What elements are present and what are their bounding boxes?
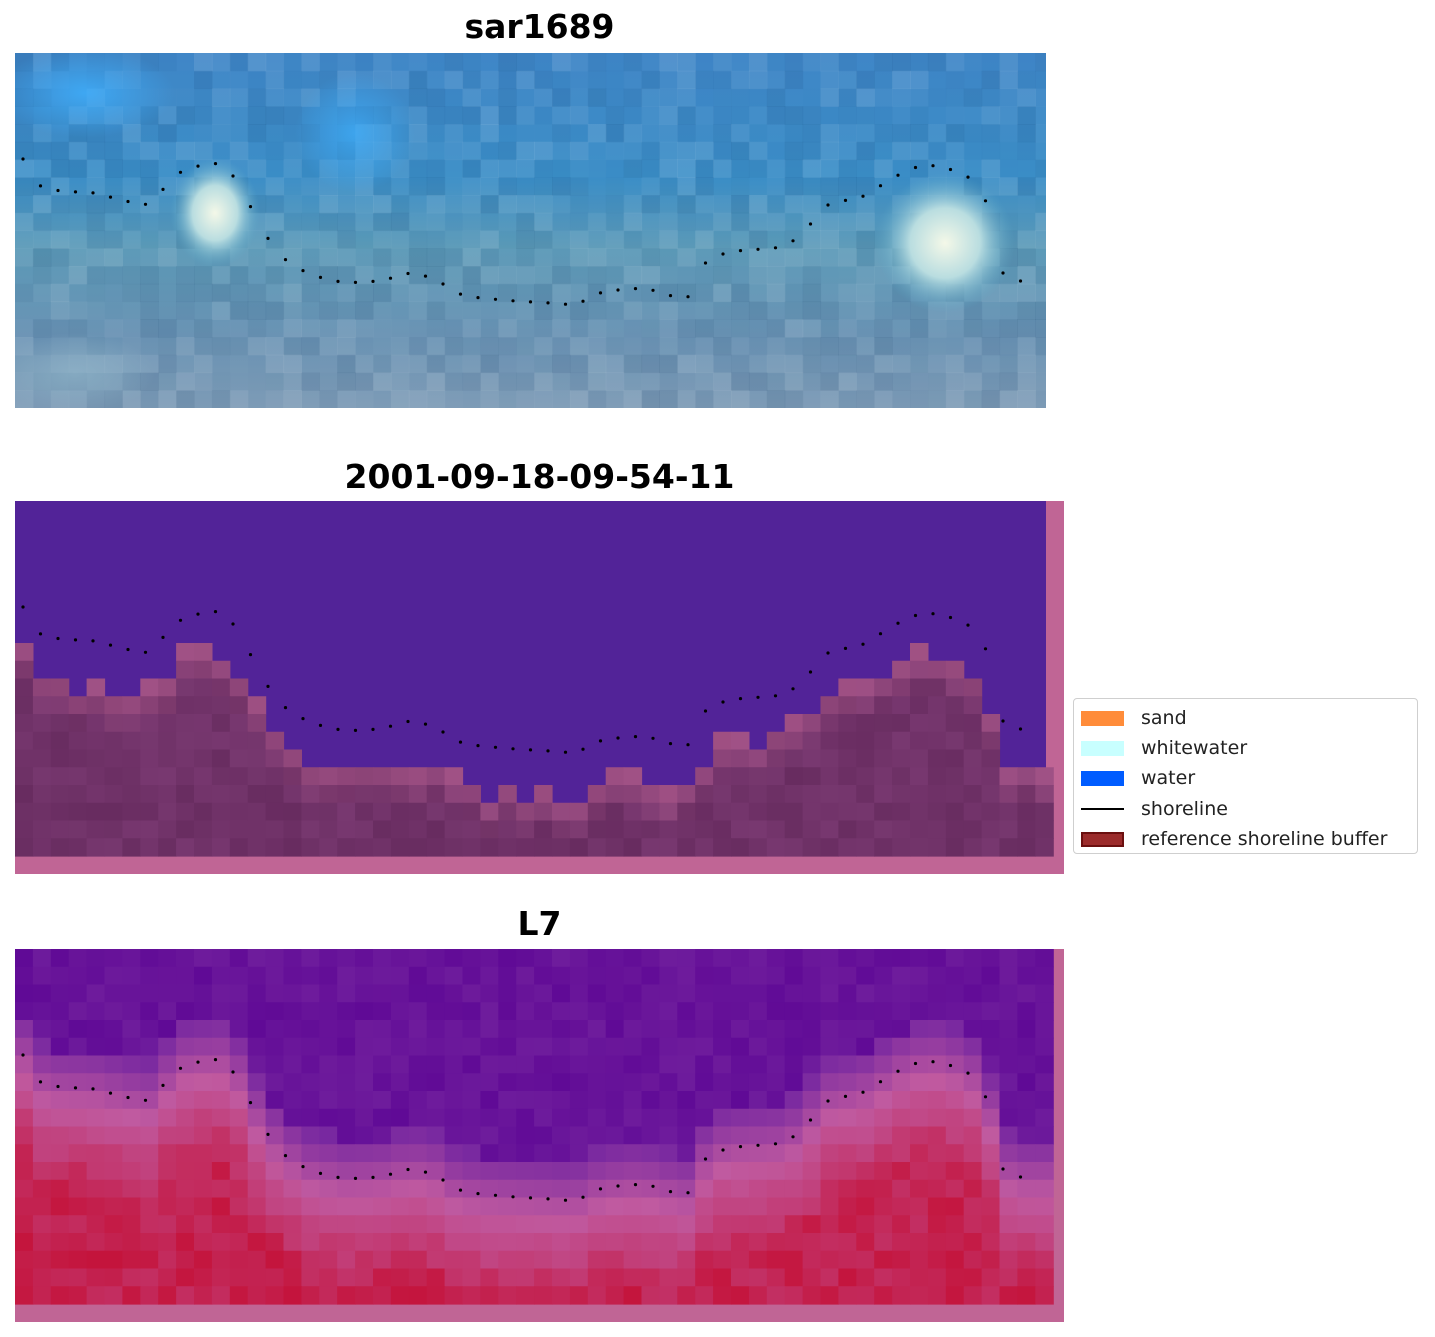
rgb-satellite-image	[15, 53, 1046, 408]
legend-swatch-reference-buffer	[1081, 831, 1124, 847]
legend-item-sand: sand	[1074, 703, 1417, 733]
shoreline-dots	[21, 1053, 1023, 1202]
index-image	[15, 949, 1064, 1322]
panel-title-rgb: sar1689	[464, 7, 615, 46]
rgb-pixel-mosaic	[15, 53, 1046, 408]
classification-pixels	[15, 643, 1054, 857]
legend-label: shoreline	[1141, 797, 1228, 820]
legend-item-reference-buffer: reference shoreline buffer	[1074, 824, 1417, 854]
legend-item-shoreline: shoreline	[1074, 794, 1417, 824]
legend-label: reference shoreline buffer	[1141, 827, 1388, 850]
shoreline-dots	[21, 157, 1023, 306]
shoreline-dots	[21, 605, 1023, 754]
legend-swatch-water	[1081, 771, 1124, 787]
legend-line-shoreline	[1081, 808, 1124, 811]
legend-item-whitewater: whitewater	[1074, 733, 1417, 763]
panel-title-index: L7	[517, 904, 562, 943]
panel-title-classification: 2001-09-18-09-54-11	[344, 457, 735, 496]
index-pixels	[15, 949, 1054, 1305]
legend-label: water	[1141, 767, 1196, 790]
classification-image	[15, 501, 1064, 874]
legend-swatch-sand	[1081, 710, 1124, 726]
legend-label: whitewater	[1141, 736, 1248, 759]
legend: sand whitewater water shoreline referenc…	[1073, 698, 1418, 854]
legend-label: sand	[1141, 706, 1187, 729]
legend-swatch-whitewater	[1081, 740, 1124, 756]
legend-item-water: water	[1074, 764, 1417, 794]
